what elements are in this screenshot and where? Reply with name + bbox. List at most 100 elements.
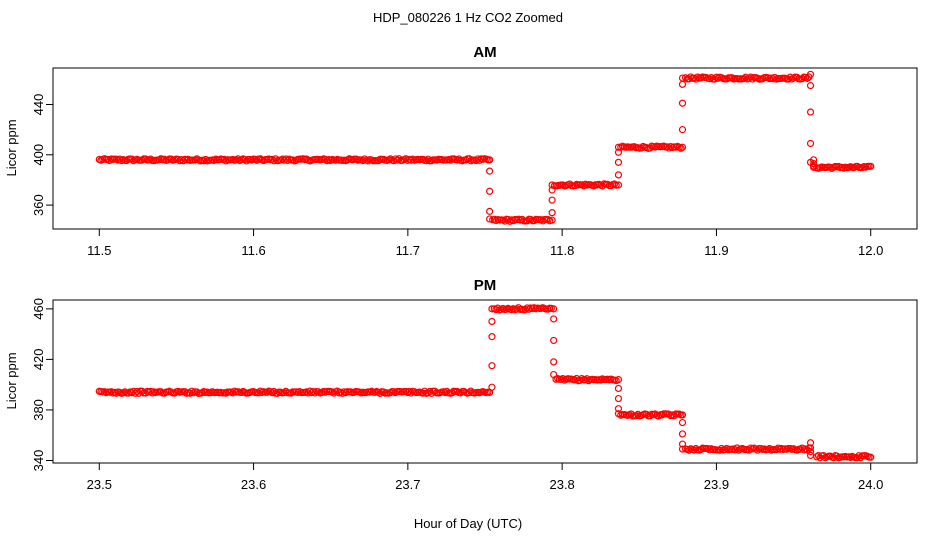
pm-data-point — [492, 306, 500, 314]
pm-data-point — [488, 362, 496, 370]
am-data-point — [612, 181, 620, 189]
am-data-point — [504, 216, 512, 224]
am-data-point — [603, 180, 612, 188]
pm-data-point — [133, 387, 141, 396]
pm-data-point — [614, 410, 623, 418]
pm-data-point — [314, 388, 323, 396]
am-axis-ticks: 11.5 11.6 11.7 11.8 11.9 12.0 360 400 440 — [31, 94, 883, 258]
am-data-point — [579, 182, 588, 190]
am-data-point — [806, 70, 815, 78]
am-x-tick-label: 12.0 — [858, 243, 883, 258]
pm-data-point — [188, 387, 196, 395]
pm-data-point — [806, 451, 815, 460]
pm-data-point — [731, 446, 739, 454]
pm-data-point — [642, 410, 651, 418]
pm-data-point — [614, 384, 623, 393]
am-x-tick-label: 11.5 — [87, 243, 111, 258]
am-data-point — [280, 156, 288, 164]
pm-data-point — [456, 389, 465, 397]
figure-title: HDP_080226 1 Hz CO2 Zoomed — [373, 10, 563, 25]
am-data-point — [242, 157, 251, 165]
pm-data-point — [855, 452, 863, 460]
pm-data-point — [379, 388, 388, 396]
pm-data-point — [222, 389, 230, 397]
am-panel-title: AM — [473, 44, 496, 61]
am-plot-frame — [52, 67, 918, 230]
am-data-point — [610, 180, 619, 188]
pm-data-point — [685, 446, 693, 454]
pm-data-point — [419, 389, 427, 397]
am-data-point — [200, 157, 208, 165]
am-data-point — [798, 75, 806, 83]
am-data-point — [769, 75, 777, 83]
pm-data-point — [789, 445, 798, 453]
am-data-point — [810, 159, 818, 168]
pm-x-tick-label: 23.7 — [395, 477, 420, 492]
pm-data-points — [95, 304, 875, 462]
pm-data-point — [488, 383, 496, 391]
am-data-point — [678, 143, 687, 151]
pm-plot-frame — [52, 299, 918, 464]
pm-y-tick-label: 340 — [31, 450, 46, 472]
pm-data-point — [488, 305, 496, 313]
pm-data-point — [634, 410, 642, 418]
pm-data-point — [678, 411, 687, 419]
pm-data-point — [268, 389, 276, 397]
pm-data-point — [407, 389, 415, 397]
pm-data-point — [846, 453, 855, 462]
am-data-point — [446, 156, 454, 164]
pm-data-point — [678, 430, 687, 438]
am-data-point — [222, 157, 230, 165]
am-data-point — [116, 155, 124, 163]
pm-data-point — [690, 446, 698, 454]
am-data-point — [374, 157, 383, 165]
pm-data-point — [147, 387, 155, 395]
am-panel: AM Licor ppm 11.5 11.6 11.7 11.8 11.9 12.0 360… — [4, 44, 918, 258]
am-data-point — [665, 144, 673, 152]
am-data-point — [678, 74, 687, 82]
am-data-point — [234, 155, 242, 163]
pm-data-point — [578, 374, 586, 383]
am-data-point — [614, 148, 623, 156]
pm-data-point — [614, 405, 623, 413]
am-data-point — [705, 75, 714, 83]
am-data-point — [793, 73, 801, 81]
pm-data-point — [806, 439, 815, 447]
am-data-point — [692, 75, 700, 83]
pm-x-tick-label: 23.5 — [87, 477, 112, 492]
am-data-point — [663, 143, 671, 151]
am-data-point — [501, 217, 509, 225]
am-x-tick-label: 11.8 — [550, 243, 574, 258]
pm-data-point — [772, 446, 781, 454]
am-data-point — [138, 156, 146, 164]
pm-data-point — [287, 389, 295, 397]
am-data-point — [486, 156, 494, 164]
pm-data-point — [488, 333, 496, 341]
pm-panel: PM Licor ppm 23.5 23.6 23.7 23.8 23.9 24.0 340… — [4, 277, 918, 492]
pm-data-point — [717, 444, 726, 453]
pm-data-point — [488, 317, 496, 326]
am-data-point — [160, 155, 168, 163]
pm-data-point — [571, 376, 579, 384]
pm-data-point — [678, 445, 687, 453]
pm-data-point — [280, 388, 288, 397]
am-data-point — [359, 157, 367, 165]
am-data-point — [681, 74, 690, 82]
pm-y-tick-label: 420 — [31, 349, 46, 371]
pm-data-point — [523, 304, 531, 312]
am-data-point — [677, 144, 685, 152]
am-data-point — [530, 217, 538, 225]
pm-data-point — [632, 412, 640, 420]
pm-data-point — [171, 389, 179, 397]
am-data-point — [544, 216, 552, 224]
pm-data-point — [328, 388, 336, 396]
am-data-point — [486, 207, 494, 215]
pm-data-point — [138, 387, 146, 395]
am-data-point — [167, 155, 175, 163]
am-data-point — [614, 143, 623, 151]
pm-data-point — [311, 389, 319, 397]
am-data-point — [548, 181, 556, 189]
pm-x-tick-label: 24.0 — [858, 477, 883, 492]
pm-data-point — [376, 389, 384, 397]
am-data-point — [678, 99, 687, 107]
